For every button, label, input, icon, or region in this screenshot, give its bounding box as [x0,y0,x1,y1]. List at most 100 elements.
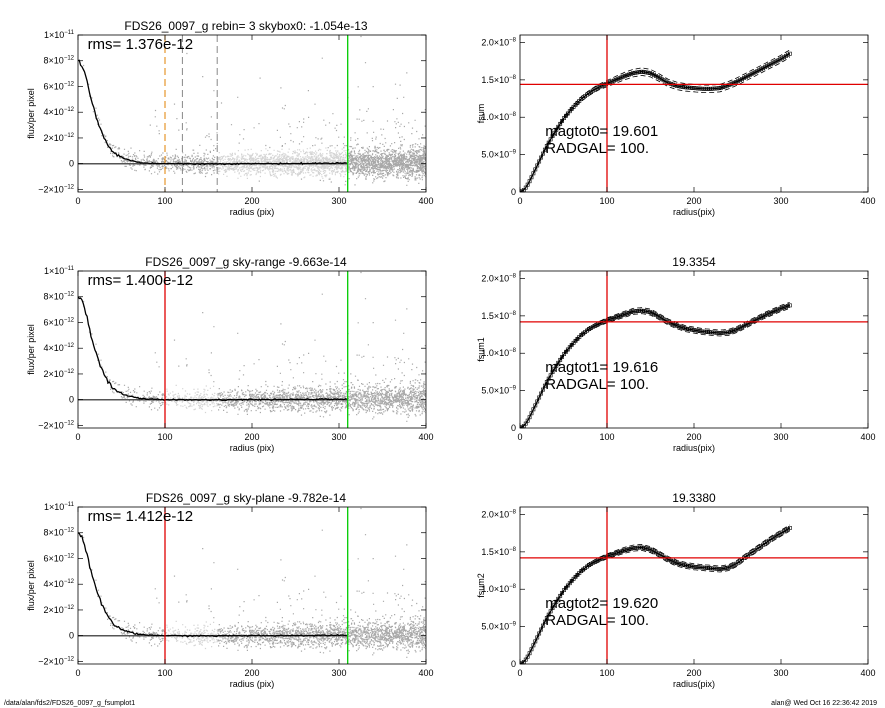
fsum-marker [548,137,553,142]
fsum-marker [531,407,536,412]
y-axis-label: flux/per pixel [26,560,36,611]
plot-frame [519,34,869,193]
fsum-marker [745,74,750,78]
fsum-marker [763,313,767,318]
fsum-marker [692,564,697,569]
fsum-marker [751,71,756,75]
fsum-marker [711,566,716,571]
fsum-marker [638,69,643,74]
fsum-marker [634,309,639,313]
fsum-marker [659,553,664,558]
fsum-marker [676,324,681,329]
rms-annotation: rms= 1.400e-12 [88,272,193,289]
fsum-marker [558,121,563,126]
fsum-marker [680,562,685,567]
y-tick-label: 1.0×10−8 [481,112,516,122]
y-tick-label: 1×10−11 [44,30,75,40]
fsum-marker [552,366,557,371]
x-tick-label: 0 [517,668,522,678]
fsum-marker [690,564,695,569]
fsum-annotation: RADGAL= 100. [545,376,649,393]
y-tick-label: 5.0×10−9 [481,386,516,396]
x-tick-label: 400 [860,668,875,678]
fsum-marker [684,326,689,331]
fsum-marker [631,309,635,314]
fsum-marker [550,370,555,374]
fsum-marker [567,109,572,114]
fsum-marker [692,86,697,90]
fsum-marker [742,324,746,328]
fsum-marker [711,330,716,335]
fsum-marker [713,86,718,91]
fsum-marker [726,83,731,88]
x-axis-label: radius(pix) [673,207,715,217]
fsum-marker [757,68,762,73]
fsum-marker [631,546,635,551]
fsum-marker [768,537,773,542]
fsum-marker [770,61,775,66]
fsum-marker [632,546,637,550]
fsum-marker [644,70,649,75]
fsum-marker [625,73,630,78]
fsum-marker [655,313,660,318]
fsum-marker [659,316,664,320]
fsum-marker [550,606,555,610]
fsum-marker [535,635,540,640]
fsum-marker [560,590,565,595]
fsum-marker [542,383,547,388]
fsum-marker [732,328,737,333]
fsum-marker [609,316,614,321]
fsum-marker [648,547,653,552]
x-axis-label: radius(pix) [673,443,715,453]
fsum-marker [529,175,534,180]
fsum-marker [588,562,593,566]
mean-profile-line [78,296,347,402]
y-tick-label: 2.0×10−8 [481,509,516,519]
x-tick-label: 400 [860,432,875,442]
fsum-marker [650,311,654,315]
y-tick-label: 2×10−12 [44,133,75,143]
fsum-marker [619,313,624,318]
fsum-marker [533,639,538,644]
fsum-marker [575,336,580,341]
fsum-marker [640,308,645,313]
fsum-marker [657,315,662,319]
fsum-marker [523,657,528,662]
fsum-marker [782,529,787,534]
fsum-marker [646,547,651,551]
fsum-marker [688,327,693,332]
fsum-marker [724,566,729,570]
fsum-marker [774,533,779,538]
fsum-marker [719,85,723,90]
fsum-upper-envelope [520,524,790,664]
fsum-marker [625,311,630,316]
x-tick-label: 400 [418,668,433,678]
fsum-marker [653,74,658,78]
fsum-marker [730,329,735,333]
fsum-curve [520,53,791,192]
fsum-marker [558,593,563,598]
fsum-marker [709,86,714,91]
fsum-marker [525,182,530,187]
fsum-marker [759,315,764,320]
x-tick-label: 300 [331,668,346,678]
fsum-marker [640,69,645,74]
fsum-marker [701,86,706,91]
x-tick-label: 100 [157,196,172,206]
y-tick-label: 5.0×10−9 [481,622,516,632]
fsum-marker [703,329,708,334]
fsum-marker [684,563,689,568]
fsum-marker [782,305,787,310]
plot-area [520,271,868,428]
fsum-marker [544,380,549,384]
fsum-marker [743,323,748,327]
plot-area [78,35,426,192]
y-tick-label: −2×10−12 [38,420,74,430]
fsum-markers [520,526,792,664]
fsum-marker [671,559,676,564]
y-tick-label: 4×10−12 [44,107,75,117]
fsum-marker [722,330,727,335]
fsum-marker [707,86,712,91]
fsum-marker [523,421,528,426]
